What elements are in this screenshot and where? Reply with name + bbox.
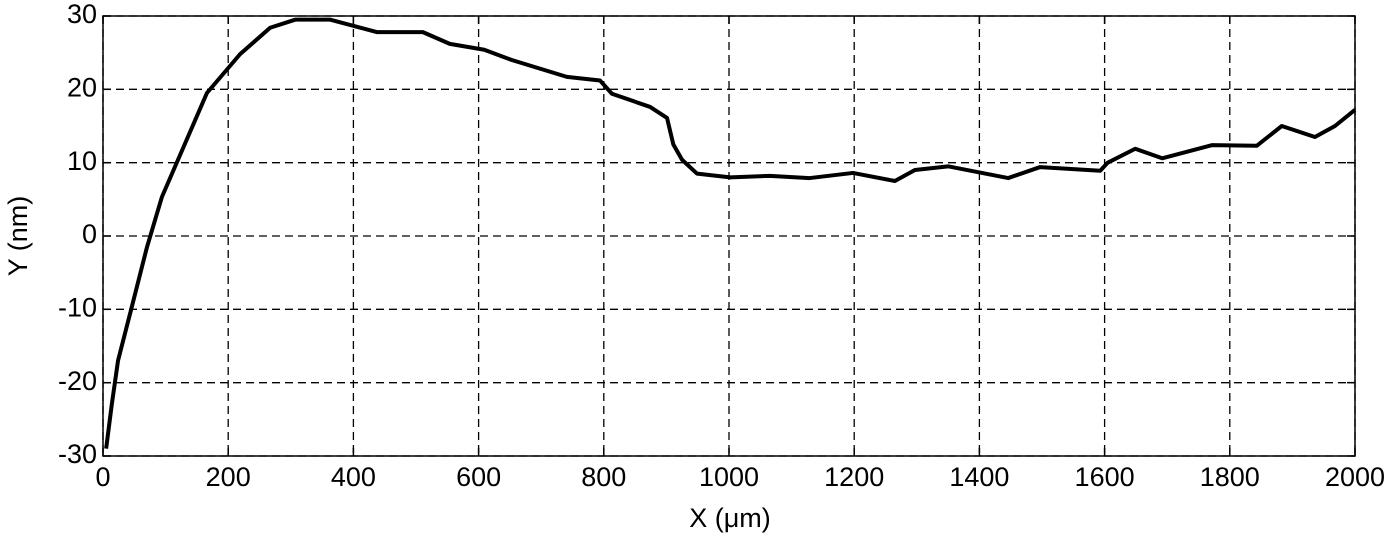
y-axis-label: Y (nm) — [3, 196, 33, 277]
y-tick-label: 10 — [67, 146, 97, 176]
y-tick-label: -10 — [58, 292, 97, 322]
x-tick-label: 1000 — [699, 462, 759, 492]
plot-frame — [102, 15, 1356, 457]
x-tick-label: 200 — [206, 462, 251, 492]
x-tick-label: 600 — [456, 462, 501, 492]
y-tick-label: 20 — [67, 72, 97, 102]
x-tick-label: 1800 — [1200, 462, 1260, 492]
x-axis-label: X (μm) — [689, 503, 771, 533]
y-tick-label: -20 — [58, 366, 97, 396]
x-tick-label: 0 — [95, 462, 110, 492]
data-line — [104, 17, 1357, 449]
y-tick-label: 30 — [67, 0, 97, 29]
x-tick-label: 400 — [331, 462, 376, 492]
x-tick-label: 2000 — [1325, 462, 1385, 492]
x-tick-label: 1400 — [949, 462, 1009, 492]
x-tick-label: 800 — [581, 462, 626, 492]
x-tick-label: 1600 — [1075, 462, 1135, 492]
y-tick-label: 0 — [82, 219, 97, 249]
x-tick-label: 1200 — [824, 462, 884, 492]
y-tick-label: -30 — [58, 439, 97, 469]
